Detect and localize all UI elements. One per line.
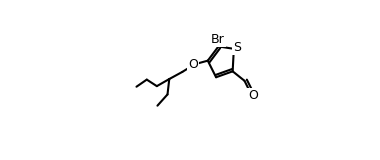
Text: Br: Br [211,33,225,46]
Text: O: O [188,58,198,71]
Text: O: O [248,88,258,101]
Text: S: S [233,41,241,54]
